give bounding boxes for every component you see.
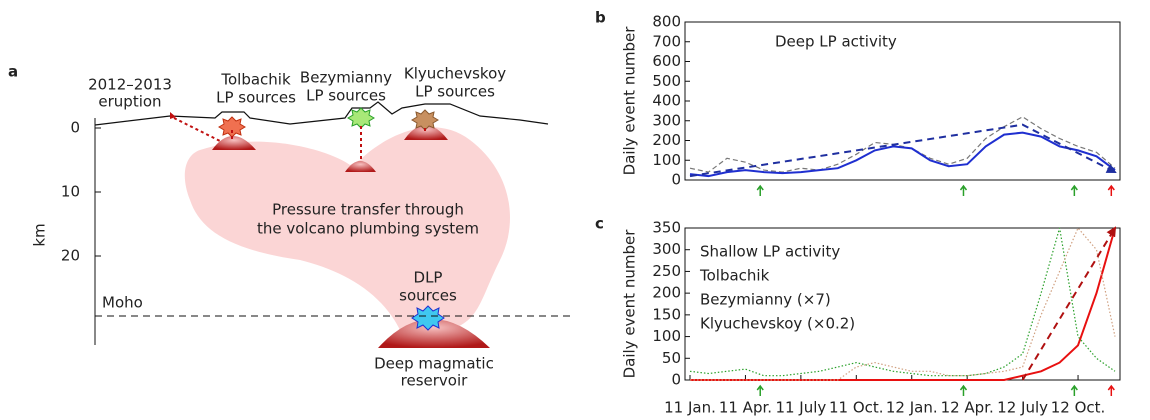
annotation: 2012–2013 <box>88 76 172 94</box>
y-tick-label: 0 <box>671 171 681 189</box>
panel-label: c <box>595 215 604 233</box>
legend-label: Tolbachik <box>699 267 770 285</box>
y-tick-label: 0 <box>671 371 681 389</box>
x-tick-label: 12 Oct. <box>1051 399 1106 417</box>
y-tick-label: 400 <box>652 92 681 110</box>
annotation: Deep magmatic <box>374 355 494 373</box>
annotation: LP sources <box>415 83 495 101</box>
y-tick-label: 200 <box>652 284 681 302</box>
y-axis-label: Daily event number <box>621 26 639 176</box>
annotation: LP sources <box>216 89 296 107</box>
source-burst <box>411 305 445 331</box>
annotation: eruption <box>98 93 161 111</box>
source-burst <box>218 116 246 138</box>
plot-frame <box>684 21 1121 181</box>
annotation: Tolbachik <box>220 71 291 89</box>
event-arrow <box>756 184 764 196</box>
magma-blob <box>378 319 490 348</box>
surface <box>94 101 549 126</box>
annotation: Moho <box>102 294 143 312</box>
legend-label: Bezymianny (×7) <box>700 291 831 309</box>
magma-blob <box>212 136 256 150</box>
event-arrow <box>959 384 968 396</box>
annotation: Bezymianny <box>300 69 392 87</box>
link <box>173 117 223 143</box>
chart-title: Deep LP activity <box>775 33 897 51</box>
annotation: LP sources <box>306 87 386 105</box>
x-tick-label: 11 Jan. <box>664 399 716 417</box>
depth-tick-label: 10 <box>61 183 80 201</box>
annotation: DLP <box>414 269 443 287</box>
event-arrow <box>1107 184 1115 196</box>
x-tick-label: 11 Oct. <box>829 399 884 417</box>
diagram <box>94 101 570 348</box>
annotation: Klyuchevskoy <box>404 65 506 83</box>
y-tick-label: 350 <box>652 219 681 237</box>
y-tick-label: 700 <box>652 32 681 50</box>
event-arrow <box>1070 384 1078 396</box>
depth-tick-label: 0 <box>70 119 80 137</box>
series-line <box>690 226 1116 381</box>
x-tick-label: 11 Apr. <box>719 399 772 417</box>
y-tick-label: 250 <box>652 262 681 280</box>
panel-label: a <box>8 63 18 81</box>
panel-label: b <box>595 9 606 27</box>
trend-line <box>689 123 1117 178</box>
event-arrow <box>1107 384 1115 396</box>
depth-tick-label: 20 <box>61 247 80 265</box>
plumbing-region <box>184 127 510 331</box>
y-tick-label: 200 <box>652 131 681 149</box>
x-tick-label: 12 Apr. <box>941 399 994 417</box>
annotation: the volcano plumbing system <box>257 220 479 238</box>
event-arrow <box>959 184 968 196</box>
series-line <box>689 116 1116 173</box>
annotation: sources <box>399 287 457 305</box>
source-burst <box>347 107 375 129</box>
y-tick-label: 300 <box>652 111 681 129</box>
series-line <box>689 227 1116 377</box>
legend-label: Klyuchevskoy (×0.2) <box>700 315 855 333</box>
magma-blob <box>345 161 376 172</box>
magma-blob <box>404 125 448 140</box>
y-tick-label: 100 <box>652 151 681 169</box>
x-tick-label: 11 July <box>775 399 826 417</box>
y-tick-label: 500 <box>652 72 681 90</box>
annotation: reservoir <box>401 372 468 390</box>
event-arrow <box>756 384 764 396</box>
annotation: Pressure transfer through <box>272 201 464 219</box>
source-burst <box>411 109 439 131</box>
axis-label: km <box>31 223 49 246</box>
trend-line <box>1021 226 1117 381</box>
y-tick-label: 150 <box>652 305 681 323</box>
y-tick-label: 100 <box>652 327 681 345</box>
x-tick-label: 12 Jan. <box>886 399 938 417</box>
y-axis-label: Daily event number <box>621 229 639 379</box>
x-tick-label: 12 July <box>997 399 1048 417</box>
series-line <box>689 131 1116 178</box>
event-arrow <box>1070 184 1078 196</box>
y-tick-label: 800 <box>652 13 681 31</box>
chart-title: Shallow LP activity <box>700 243 840 261</box>
y-tick-label: 300 <box>652 240 681 258</box>
y-tick-label: 50 <box>662 349 681 367</box>
y-tick-label: 600 <box>652 52 681 70</box>
